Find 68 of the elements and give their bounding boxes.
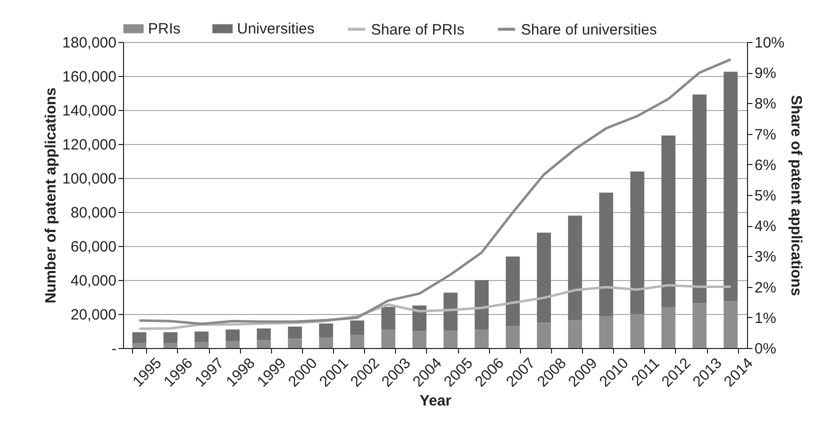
bar bbox=[163, 332, 178, 344]
bar bbox=[444, 330, 458, 348]
bar bbox=[412, 331, 426, 348]
bar bbox=[661, 307, 676, 348]
y-tick-label: 100,000 bbox=[62, 170, 116, 188]
y2-tick-label: 5% bbox=[754, 188, 776, 204]
y-tick-label: 80,000 bbox=[70, 204, 116, 222]
y-tick-label: 140,000 bbox=[62, 102, 116, 120]
y2-tick-label: 3% bbox=[754, 248, 776, 266]
y-tick-label: 40,000 bbox=[70, 272, 116, 290]
y-tick-label: - bbox=[112, 340, 116, 358]
bar bbox=[350, 320, 364, 336]
bar bbox=[226, 329, 240, 342]
bar bbox=[319, 338, 334, 348]
bar bbox=[599, 192, 614, 316]
bar bbox=[256, 340, 271, 348]
bar bbox=[661, 136, 676, 308]
bar bbox=[724, 301, 738, 348]
bar bbox=[692, 303, 707, 348]
y2-axis-title: Share of patent applications bbox=[788, 95, 805, 296]
bar bbox=[630, 172, 644, 314]
bar bbox=[163, 343, 178, 348]
bar bbox=[319, 324, 334, 338]
bar bbox=[350, 335, 364, 348]
y2-tick-label: 8% bbox=[754, 96, 776, 113]
bar bbox=[226, 341, 240, 348]
bar bbox=[288, 326, 302, 339]
bar bbox=[692, 94, 707, 304]
bar bbox=[568, 320, 582, 348]
y-tick-label: 60,000 bbox=[70, 238, 116, 256]
bar bbox=[506, 326, 520, 348]
bar bbox=[724, 72, 738, 302]
y2-tick-label: 6% bbox=[754, 156, 776, 174]
bar bbox=[194, 342, 209, 348]
y-tick-label: 160,000 bbox=[62, 68, 116, 86]
bar bbox=[381, 306, 396, 330]
bar bbox=[536, 232, 551, 323]
y-tick-label: 120,000 bbox=[62, 136, 116, 154]
y-tick-label: 180,000 bbox=[62, 34, 116, 52]
y2-tick-label: 7% bbox=[754, 126, 776, 144]
bar bbox=[506, 256, 520, 326]
y-tick-label: 20,000 bbox=[70, 306, 116, 324]
bar bbox=[194, 332, 209, 342]
x-axis-title: Year bbox=[420, 392, 452, 410]
bar bbox=[256, 328, 271, 340]
bar bbox=[132, 343, 146, 348]
y-axis-title: Number of patent applications bbox=[42, 88, 60, 304]
bar bbox=[474, 280, 489, 330]
y2-tick-label: 4% bbox=[754, 218, 776, 236]
bar bbox=[536, 322, 551, 348]
legend-label: Share of PRIs bbox=[371, 21, 464, 38]
bar bbox=[474, 330, 489, 348]
bar bbox=[599, 316, 614, 348]
y2-tick-label: 10% bbox=[754, 34, 785, 52]
bar bbox=[381, 330, 396, 348]
legend-label: Share of universities bbox=[521, 21, 657, 38]
legend-label: PRIs bbox=[148, 20, 181, 38]
bar bbox=[132, 332, 146, 344]
y2-tick-label: 1% bbox=[754, 310, 776, 327]
legend-label: Universities bbox=[237, 20, 315, 38]
y2-tick-label: 2% bbox=[754, 279, 776, 296]
bar bbox=[288, 338, 302, 348]
bar bbox=[630, 314, 644, 348]
bar bbox=[568, 216, 582, 320]
y2-tick-label: 9% bbox=[754, 65, 776, 82]
y2-tick-label: 0% bbox=[754, 340, 776, 358]
bar bbox=[444, 292, 458, 331]
line-series bbox=[138, 58, 732, 326]
